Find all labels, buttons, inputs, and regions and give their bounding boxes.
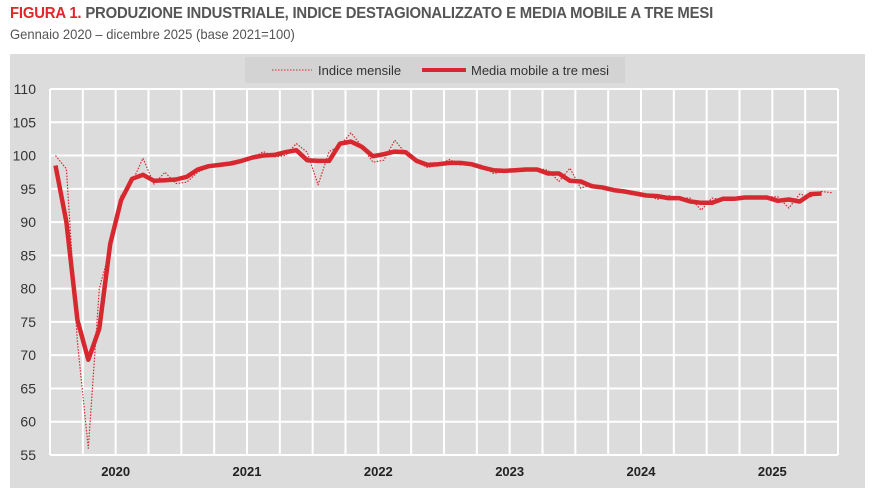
x-tick-label: 2021 [233, 464, 262, 479]
y-tick-label: 55 [20, 447, 36, 463]
x-tick-label: 2022 [364, 464, 393, 479]
y-tick-label: 65 [20, 380, 36, 396]
x-tick-label: 2025 [758, 464, 787, 479]
y-tick-label: 110 [14, 81, 37, 97]
figure-number: FIGURA 1. [10, 5, 82, 22]
y-tick-label: 75 [20, 314, 36, 330]
chart-panel [10, 54, 865, 488]
grid [49, 88, 839, 456]
x-tick-label: 2024 [627, 464, 657, 479]
chart-title: FIGURA 1. PRODUZIONE INDUSTRIALE, INDICE… [10, 5, 713, 23]
y-tick-label: 60 [20, 414, 36, 430]
series-line-media-mobile [53, 139, 822, 363]
series-lines [53, 132, 833, 449]
legend-label-media-mobile: Media mobile a tre mesi [471, 63, 609, 78]
x-axis: 2020 2021 2022 2023 2024 2025 [101, 464, 787, 479]
y-tick-label: 70 [20, 347, 36, 363]
chart-subtitle: Gennaio 2020 – dicembre 2025 (base 2021=… [10, 26, 295, 42]
y-tick-label: 95 [20, 181, 36, 197]
y-tick-label: 90 [20, 214, 36, 230]
x-tick-label: 2023 [495, 464, 524, 479]
legend: Indice mensile Media mobile a tre mesi [245, 57, 625, 83]
legend-label-indice-mensile: Indice mensile [318, 63, 401, 78]
y-tick-label: 100 [13, 148, 37, 164]
y-axis: 55 60 65 70 75 80 85 90 95 100 105 110 [13, 81, 37, 463]
x-tick-label: 2020 [101, 464, 130, 479]
y-tick-label: 80 [20, 281, 36, 297]
title-text: PRODUZIONE INDUSTRIALE, INDICE DESTAGION… [85, 5, 714, 22]
y-tick-label: 105 [13, 114, 37, 130]
y-tick-label: 85 [20, 247, 36, 263]
